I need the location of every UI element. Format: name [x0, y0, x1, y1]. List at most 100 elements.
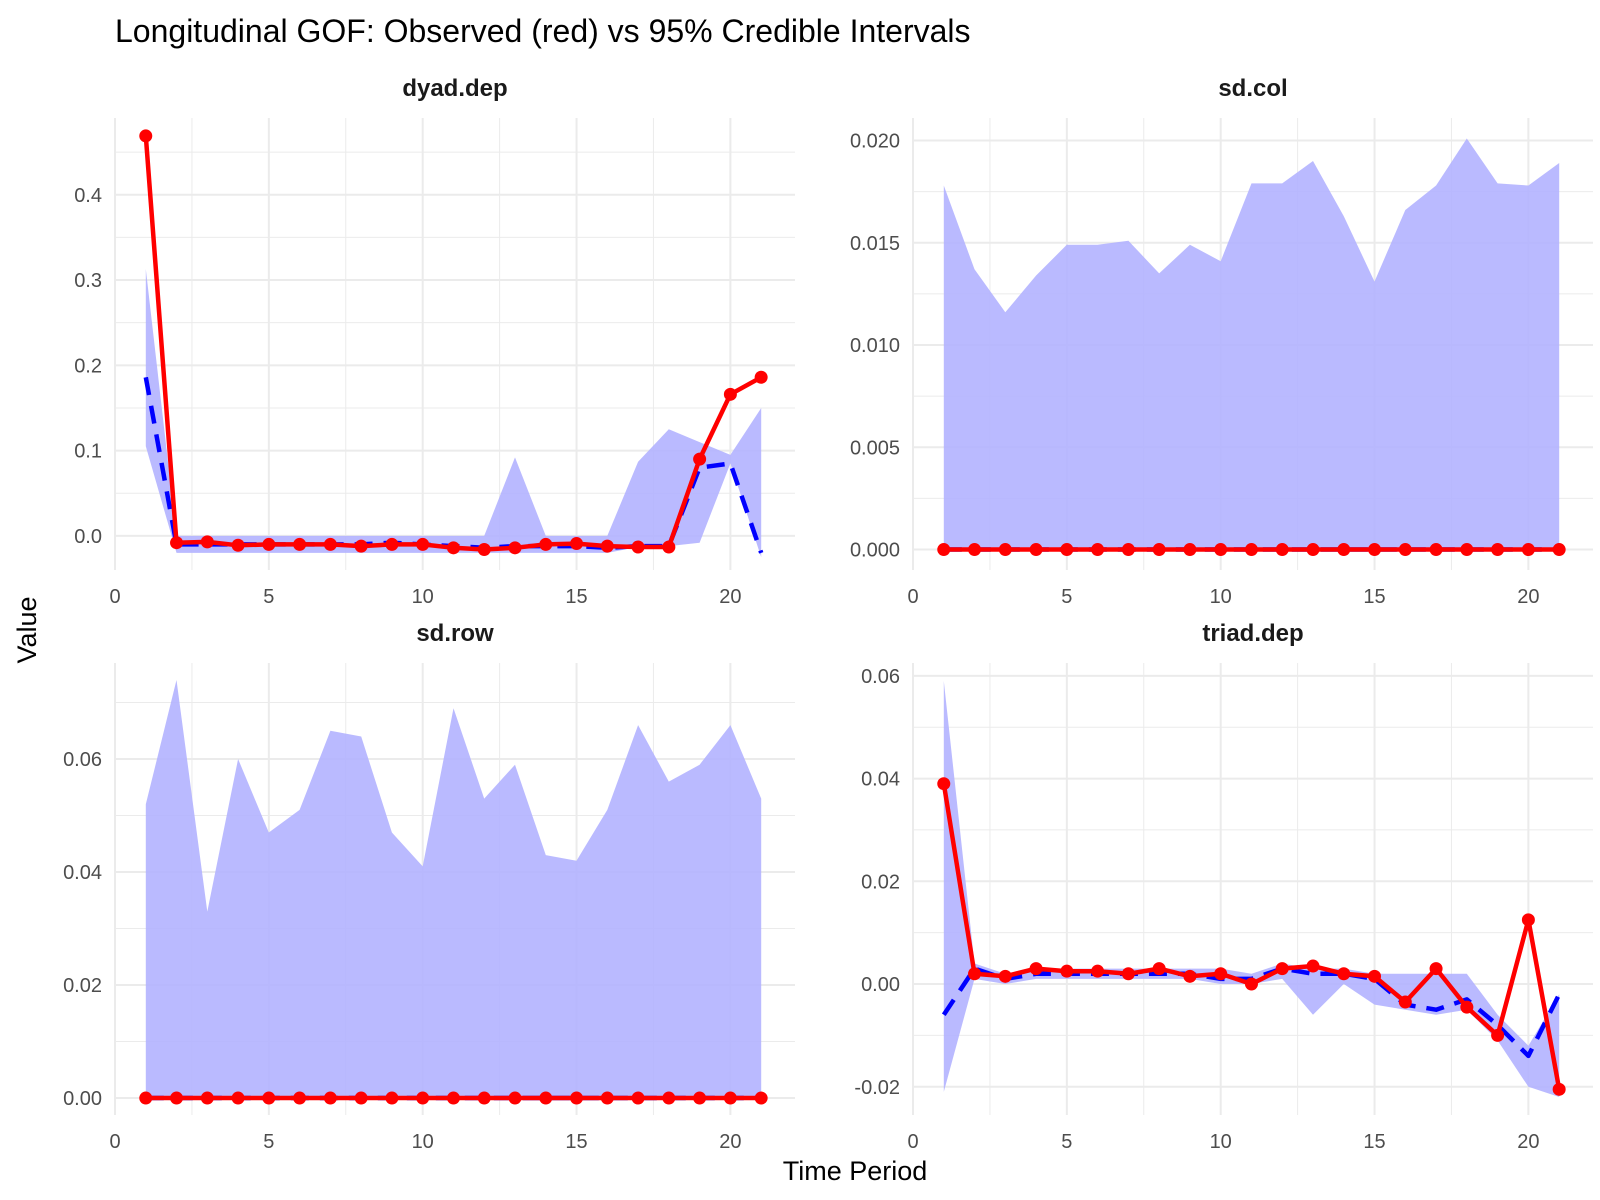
- observed-point: [139, 1091, 153, 1105]
- observed-point: [1306, 959, 1320, 973]
- observed-point: [354, 1091, 368, 1105]
- x-axis-title: Time Period: [783, 1156, 928, 1186]
- y-tick-label: -0.02: [854, 1077, 900, 1099]
- observed-point: [508, 541, 522, 555]
- observed-point: [1121, 967, 1135, 981]
- observed-point: [293, 1091, 307, 1105]
- observed-point: [200, 535, 214, 549]
- observed-point: [1183, 543, 1197, 557]
- panel-title: sd.col: [1218, 75, 1287, 102]
- observed-point: [998, 543, 1012, 557]
- x-tick-label: 0: [109, 586, 120, 608]
- observed-point: [754, 370, 768, 384]
- observed-point: [446, 1091, 460, 1105]
- y-tick-label: 0.02: [63, 975, 102, 997]
- y-tick-label: 0.4: [74, 185, 102, 207]
- observed-point: [1152, 962, 1166, 976]
- observed-point: [1029, 962, 1043, 976]
- observed-point: [1306, 543, 1320, 557]
- observed-point: [631, 1091, 645, 1105]
- observed-point: [1398, 995, 1412, 1009]
- observed-point: [446, 541, 460, 555]
- observed-point: [662, 540, 676, 554]
- x-tick-label: 20: [1517, 586, 1539, 608]
- observed-point: [1214, 543, 1228, 557]
- y-tick-label: 0.2: [74, 355, 102, 377]
- observed-point: [200, 1091, 214, 1105]
- observed-point: [570, 537, 584, 551]
- y-tick-label: 0.020: [850, 130, 900, 152]
- observed-point: [1429, 962, 1443, 976]
- x-tick-label: 5: [1061, 1131, 1072, 1153]
- panel-title: sd.row: [416, 620, 494, 647]
- observed-point: [1368, 969, 1382, 983]
- x-tick-label: 10: [412, 1131, 434, 1153]
- y-tick-label: 0.00: [63, 1088, 102, 1110]
- observed-point: [1244, 543, 1258, 557]
- observed-point: [1091, 964, 1105, 978]
- observed-point: [416, 1091, 430, 1105]
- observed-point: [170, 536, 184, 550]
- y-tick-label: 0.04: [861, 769, 900, 791]
- observed-point: [1368, 543, 1382, 557]
- observed-point: [1121, 543, 1135, 557]
- observed-point: [385, 537, 399, 551]
- y-tick-label: 0.06: [861, 666, 900, 688]
- x-tick-label: 0: [109, 1131, 120, 1153]
- observed-point: [1491, 1028, 1505, 1042]
- y-tick-label: 0.02: [861, 871, 900, 893]
- observed-point: [477, 1091, 491, 1105]
- observed-point: [1552, 543, 1566, 557]
- observed-point: [416, 537, 430, 551]
- y-axis-title: Value: [12, 596, 42, 663]
- observed-point: [937, 543, 951, 557]
- x-tick-label: 15: [1363, 586, 1385, 608]
- observed-point: [968, 543, 982, 557]
- observed-point: [1244, 977, 1258, 991]
- observed-point: [1091, 543, 1105, 557]
- observed-point: [600, 539, 614, 553]
- y-tick-label: 0.0: [74, 526, 102, 548]
- observed-point: [937, 777, 951, 791]
- panel-dyad-dep: 0 5 10 15 20 0.0 0.1 0.2 0.3 0.4 dyad.dep: [74, 75, 795, 608]
- observed-point: [1337, 967, 1351, 981]
- observed-point: [539, 537, 553, 551]
- observed-point: [539, 1091, 553, 1105]
- x-tick-label: 20: [719, 1131, 741, 1153]
- observed-point: [600, 1091, 614, 1105]
- observed-point: [231, 1091, 245, 1105]
- x-tick-label: 20: [1517, 1131, 1539, 1153]
- observed-point: [323, 537, 337, 551]
- observed-point: [1183, 969, 1197, 983]
- x-tick-label: 5: [263, 586, 274, 608]
- x-tick-label: 10: [1210, 1131, 1232, 1153]
- observed-point: [1152, 543, 1166, 557]
- y-tick-label: 0.3: [74, 270, 102, 292]
- observed-point: [1460, 543, 1474, 557]
- observed-point: [508, 1091, 522, 1105]
- y-tick-label: 0.04: [63, 862, 102, 884]
- panel-sd-col: 0 5 10 15 20 0.000 0.005 0.010 0.015 0.020 sd.col: [850, 75, 1593, 608]
- observed-point: [754, 1091, 768, 1105]
- y-tick-label: 0.010: [850, 335, 900, 357]
- y-tick-label: 0.005: [850, 437, 900, 459]
- observed-point: [477, 543, 491, 557]
- observed-point: [723, 387, 737, 401]
- observed-point: [231, 538, 245, 552]
- observed-point: [1275, 962, 1289, 976]
- figure-title: Longitudinal GOF: Observed (red) vs 95% …: [115, 13, 971, 49]
- credible-interval-ribbon: [943, 138, 1560, 550]
- credible-interval-ribbon: [145, 269, 762, 558]
- x-tick-label: 0: [907, 586, 918, 608]
- observed-point: [1060, 543, 1074, 557]
- observed-point: [170, 1091, 184, 1105]
- observed-point: [662, 1091, 676, 1105]
- observed-point: [262, 1091, 276, 1105]
- observed-point: [139, 129, 153, 143]
- x-tick-label: 5: [1061, 586, 1072, 608]
- x-tick-label: 20: [719, 586, 741, 608]
- y-tick-label: 0.015: [850, 233, 900, 255]
- observed-point: [1460, 1000, 1474, 1014]
